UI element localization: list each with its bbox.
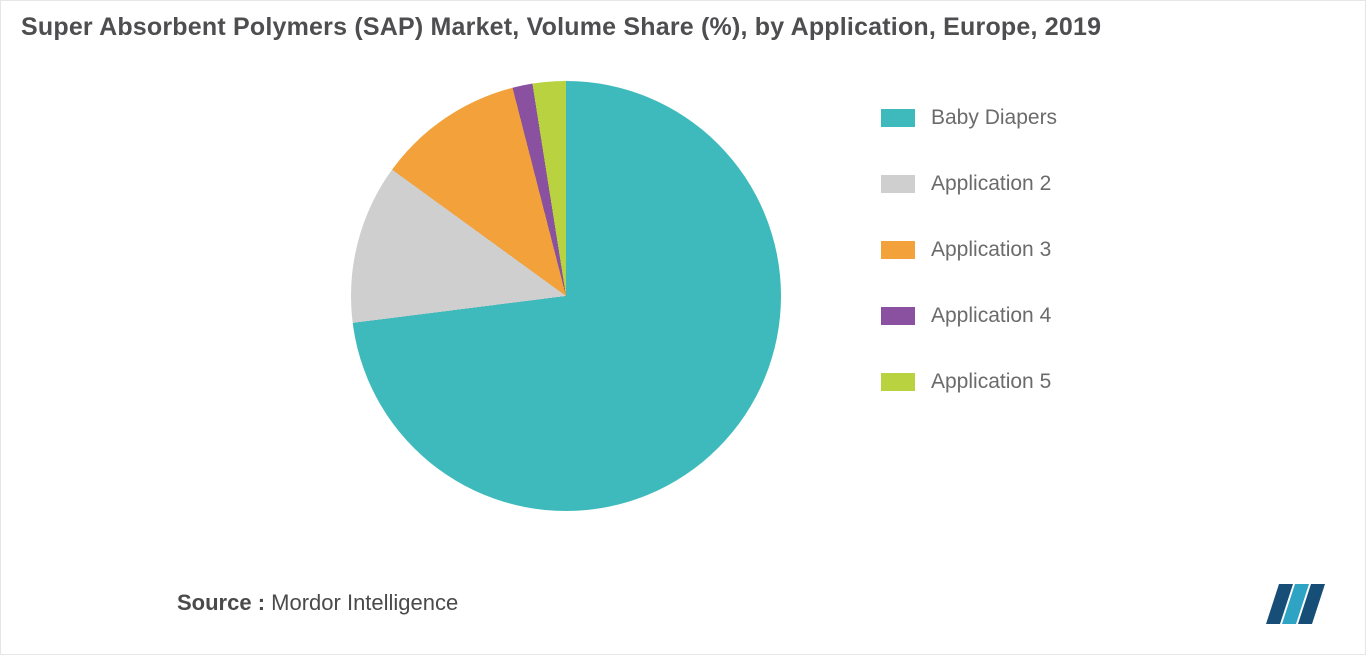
legend-item: Application 5 bbox=[881, 370, 1057, 394]
legend-item: Application 2 bbox=[881, 172, 1057, 196]
pie-graphic bbox=[351, 81, 781, 511]
legend-swatch bbox=[881, 307, 915, 325]
legend-label: Baby Diapers bbox=[931, 106, 1057, 130]
legend-label: Application 4 bbox=[931, 304, 1051, 328]
legend-item: Application 4 bbox=[881, 304, 1057, 328]
legend-swatch bbox=[881, 109, 915, 127]
legend-item: Application 3 bbox=[881, 238, 1057, 262]
source-line: Source : Mordor Intelligence bbox=[177, 590, 458, 616]
brand-logo-icon bbox=[1261, 584, 1325, 624]
legend-label: Application 5 bbox=[931, 370, 1051, 394]
source-value: Mordor Intelligence bbox=[271, 590, 458, 615]
legend-item: Baby Diapers bbox=[881, 106, 1057, 130]
chart-title: Super Absorbent Polymers (SAP) Market, V… bbox=[21, 13, 1345, 42]
source-label: Source : bbox=[177, 590, 265, 615]
legend-swatch bbox=[881, 373, 915, 391]
legend-swatch bbox=[881, 175, 915, 193]
legend-swatch bbox=[881, 241, 915, 259]
legend-label: Application 3 bbox=[931, 238, 1051, 262]
chart-frame: Super Absorbent Polymers (SAP) Market, V… bbox=[0, 0, 1366, 655]
legend: Baby Diapers Application 2 Application 3… bbox=[881, 106, 1057, 394]
legend-label: Application 2 bbox=[931, 172, 1051, 196]
pie-chart bbox=[351, 81, 781, 511]
